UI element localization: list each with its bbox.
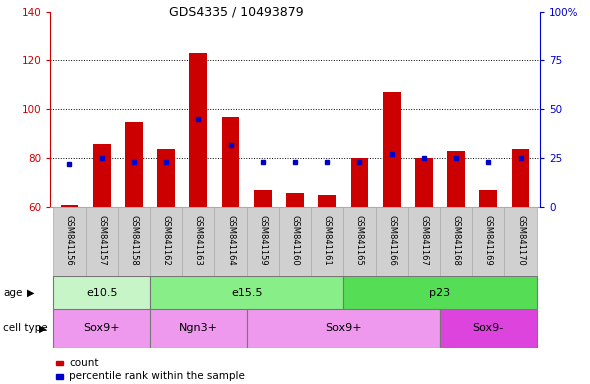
Bar <box>480 190 497 207</box>
Text: Sox9+: Sox9+ <box>325 323 362 333</box>
Bar <box>150 207 182 276</box>
Bar <box>504 207 537 276</box>
Bar <box>222 117 240 207</box>
Bar <box>189 53 207 207</box>
Bar <box>343 276 537 309</box>
Text: GSM841157: GSM841157 <box>97 215 106 266</box>
Text: GSM841162: GSM841162 <box>162 215 171 266</box>
Text: Ngn3+: Ngn3+ <box>179 323 218 333</box>
Bar <box>53 309 150 348</box>
Bar <box>512 149 529 207</box>
Bar <box>214 207 247 276</box>
Bar <box>286 193 304 207</box>
Bar <box>383 92 401 207</box>
Text: GSM841166: GSM841166 <box>387 215 396 266</box>
Bar <box>376 207 408 276</box>
Text: p23: p23 <box>430 288 451 298</box>
Bar <box>53 207 86 276</box>
Bar <box>150 276 343 309</box>
Text: GSM841168: GSM841168 <box>451 215 461 266</box>
Bar <box>53 276 150 309</box>
Text: cell type: cell type <box>3 323 48 333</box>
Bar <box>247 309 440 348</box>
Text: percentile rank within the sample: percentile rank within the sample <box>69 371 245 381</box>
Bar <box>440 309 537 348</box>
Text: GSM841159: GSM841159 <box>258 215 267 266</box>
Text: e15.5: e15.5 <box>231 288 263 298</box>
Bar <box>279 207 311 276</box>
Text: GSM841156: GSM841156 <box>65 215 74 266</box>
Text: count: count <box>69 358 99 368</box>
Bar <box>61 205 78 207</box>
Text: GSM841163: GSM841163 <box>194 215 203 266</box>
Bar <box>150 309 247 348</box>
Bar <box>254 190 271 207</box>
Text: ▶: ▶ <box>27 288 34 298</box>
Bar <box>415 158 432 207</box>
Bar <box>182 207 214 276</box>
Bar <box>472 207 504 276</box>
Bar <box>408 207 440 276</box>
Text: GSM841169: GSM841169 <box>484 215 493 266</box>
Text: GDS4335 / 10493879: GDS4335 / 10493879 <box>169 6 303 19</box>
Text: GSM841165: GSM841165 <box>355 215 364 266</box>
Bar <box>319 195 336 207</box>
Bar <box>56 361 63 365</box>
Text: e10.5: e10.5 <box>86 288 117 298</box>
Text: GSM841161: GSM841161 <box>323 215 332 266</box>
Bar <box>343 207 376 276</box>
Text: Sox9+: Sox9+ <box>83 323 120 333</box>
Bar <box>86 207 118 276</box>
Text: GSM841164: GSM841164 <box>226 215 235 266</box>
Bar <box>158 149 175 207</box>
Bar <box>447 151 465 207</box>
Bar <box>247 207 279 276</box>
Text: ▶: ▶ <box>40 323 47 333</box>
Text: GSM841170: GSM841170 <box>516 215 525 266</box>
Text: GSM841160: GSM841160 <box>290 215 300 266</box>
Bar <box>118 207 150 276</box>
Bar <box>311 207 343 276</box>
Bar <box>350 158 368 207</box>
Bar <box>440 207 472 276</box>
Bar <box>56 374 63 379</box>
Text: GSM841167: GSM841167 <box>419 215 428 266</box>
Bar <box>125 122 143 207</box>
Text: GSM841158: GSM841158 <box>129 215 139 266</box>
Text: age: age <box>3 288 22 298</box>
Bar <box>93 144 110 207</box>
Text: Sox9-: Sox9- <box>473 323 504 333</box>
